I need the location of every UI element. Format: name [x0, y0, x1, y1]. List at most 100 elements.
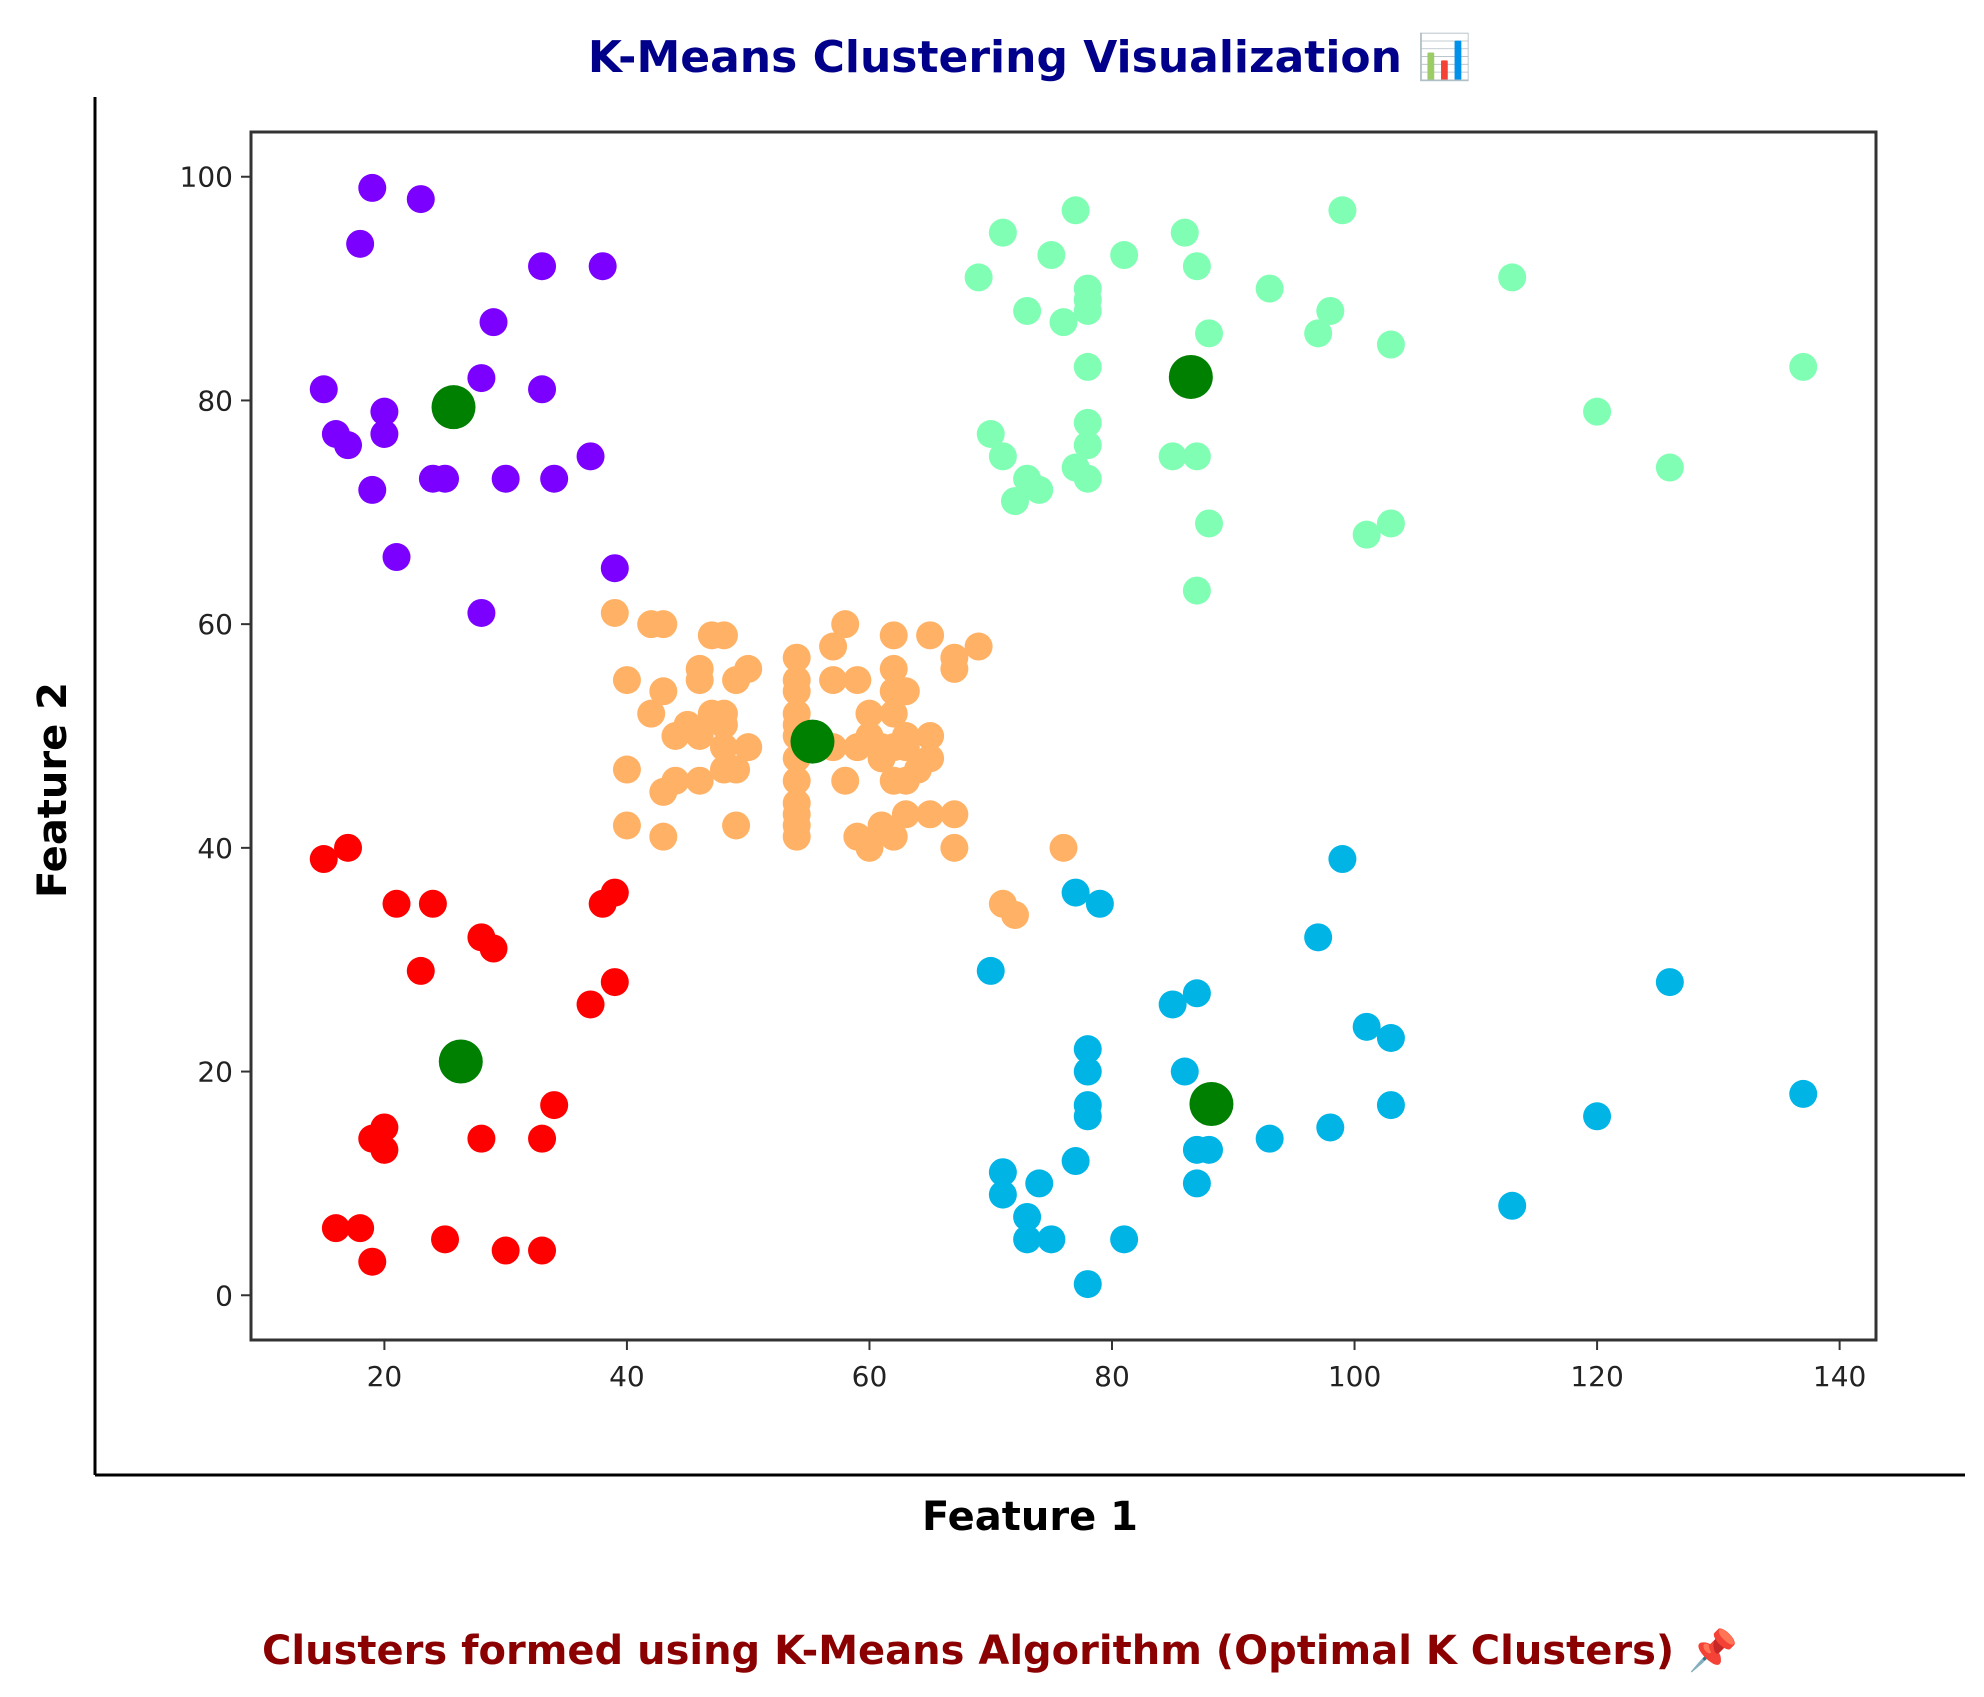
cluster-1-point: [479, 308, 508, 337]
cluster-5-point: [1328, 845, 1357, 874]
cluster-1-point: [540, 464, 569, 493]
x-tick-label: 40: [609, 1360, 645, 1393]
cluster-1-point: [588, 252, 617, 281]
cluster-4-point: [1170, 218, 1199, 247]
cluster-1-point: [370, 420, 399, 448]
cluster-3-point: [685, 722, 714, 750]
cluster-3-point: [782, 766, 811, 795]
chart-caption: Clusters formed using K-Means Algorithm …: [262, 1626, 1738, 1674]
cluster-5-point: [1316, 1113, 1345, 1142]
cluster-4-point: [1182, 576, 1211, 605]
x-tick-label: 120: [1570, 1360, 1623, 1393]
cluster-1-point: [358, 173, 387, 202]
cluster-3-point: [916, 722, 945, 750]
cluster-3-point: [940, 833, 969, 862]
cluster-3-point: [903, 755, 932, 784]
cluster-5-point: [1073, 1035, 1102, 1064]
cluster-5-point: [1304, 923, 1333, 952]
cluster-1-point: [528, 375, 557, 404]
cluster-4-point: [988, 442, 1017, 471]
centroid-marker: [1168, 354, 1213, 399]
x-tick-label: 140: [1813, 1360, 1866, 1393]
cluster-5-point: [1583, 1102, 1612, 1131]
plot-area: [249, 130, 1878, 1342]
y-tick-label: 80: [197, 384, 233, 417]
cluster-1-point: [309, 375, 338, 404]
cluster-3-point: [734, 733, 763, 762]
cluster-5-point: [1061, 1147, 1090, 1176]
cluster-5-point: [1013, 1202, 1042, 1231]
cluster-3-point: [879, 822, 908, 851]
cluster-2-point: [382, 889, 411, 918]
cluster-3-point: [831, 610, 860, 639]
cluster-3-point: [940, 800, 969, 829]
cluster-4-point: [1000, 487, 1029, 516]
x-tick-label: 100: [1328, 1360, 1381, 1393]
cluster-3-point: [879, 654, 908, 683]
cluster-4-point: [1376, 509, 1405, 538]
cluster-3-point: [843, 666, 872, 695]
cluster-3-point: [600, 598, 629, 627]
cluster-5-point: [1110, 1225, 1139, 1254]
cluster-3-point: [891, 677, 920, 706]
cluster-3-point: [612, 666, 641, 695]
cluster-4-point: [1789, 352, 1818, 381]
cluster-3-point: [782, 677, 811, 706]
cluster-4-point: [1655, 453, 1684, 482]
cluster-2-point: [540, 1091, 569, 1120]
centroid-marker: [790, 719, 835, 764]
cluster-5-point: [1073, 1102, 1102, 1131]
cluster-3-point: [819, 632, 848, 661]
cluster-3-point: [916, 800, 945, 829]
cluster-3-point: [819, 666, 848, 695]
cluster-3-point: [709, 733, 738, 762]
cluster-3-point: [891, 733, 920, 762]
x-axis-label: Feature 1: [922, 1494, 1138, 1540]
cluster-5-point: [1073, 1270, 1102, 1299]
cluster-3-point: [722, 811, 751, 840]
cluster-2-point: [576, 990, 605, 1019]
centroid-marker: [438, 1039, 483, 1084]
cluster-5-point: [1352, 1012, 1381, 1041]
cluster-1-point: [382, 543, 411, 572]
cluster-centroids: [431, 354, 1234, 1126]
cluster-3-point: [855, 699, 884, 728]
plot-frame: [249, 130, 1878, 1342]
cluster-5-point: [1037, 1225, 1066, 1254]
cluster-3-point: [649, 822, 678, 851]
cluster-4-point: [1182, 442, 1211, 471]
cluster-2-point: [588, 889, 617, 918]
cluster-4-point: [1025, 475, 1054, 504]
x-tick-label: 80: [1094, 1360, 1130, 1393]
cluster-4-point: [1255, 274, 1284, 303]
cluster-2-point: [358, 1247, 387, 1276]
cluster-2-point: [467, 1124, 496, 1153]
cluster-2-point: [479, 934, 508, 963]
cluster-1-point: [576, 442, 605, 471]
cluster-1-point: [467, 598, 496, 627]
x-tick-label: 60: [852, 1360, 888, 1393]
cluster-2-point: [334, 833, 363, 862]
cluster-3-point: [722, 755, 751, 784]
cluster-4-point: [1376, 330, 1405, 359]
cluster-2-point: [431, 1225, 460, 1254]
y-axis-label: Feature 2: [30, 682, 76, 898]
cluster-4-point: [1195, 319, 1224, 348]
cluster-5-point: [1158, 990, 1187, 1019]
y-tick-label: 0: [215, 1279, 233, 1312]
cluster-3-point: [685, 766, 714, 795]
cluster-5-point: [988, 1180, 1017, 1209]
cluster-5-point: [1195, 1135, 1224, 1164]
cluster-5-point: [1376, 1091, 1405, 1120]
cluster-3-point: [782, 643, 811, 672]
y-tick-label: 60: [197, 608, 233, 641]
cluster-3-point: [867, 744, 896, 773]
cluster-5-point: [988, 1158, 1017, 1187]
cluster-3-point: [649, 610, 678, 639]
cluster-2-point: [346, 1214, 375, 1243]
cluster-1-point: [334, 431, 363, 460]
cluster-4-point: [1073, 408, 1102, 437]
cluster-2-point: [491, 1236, 520, 1265]
cluster-1-point: [370, 397, 399, 426]
cluster-4-point: [1073, 464, 1102, 493]
